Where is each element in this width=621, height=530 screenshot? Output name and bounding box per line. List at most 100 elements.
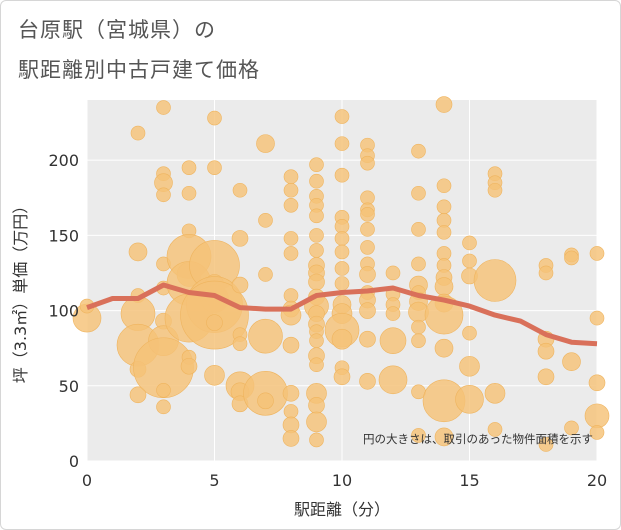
bubble-point xyxy=(248,318,283,354)
chart-title-line-1: 台原駅（宮城県）の xyxy=(18,18,216,42)
bubble-point xyxy=(564,250,579,266)
bubble-point xyxy=(283,231,299,246)
bubble-point xyxy=(360,155,375,171)
x-tick-label: 15 xyxy=(459,471,479,490)
bubble-point xyxy=(411,333,426,348)
bubble-point xyxy=(128,242,148,262)
bubble-point xyxy=(309,357,324,373)
bubble-point xyxy=(379,327,407,354)
bubble-point xyxy=(436,225,452,240)
y-tick-label: 100 xyxy=(48,302,79,321)
bubble-point xyxy=(562,352,581,372)
bubble-point xyxy=(411,256,426,272)
bubble-point xyxy=(564,420,579,436)
bubble-point xyxy=(283,288,299,303)
x-tick-label: 10 xyxy=(332,471,352,490)
x-tick-label: 20 xyxy=(587,471,607,490)
bubble-point xyxy=(484,383,506,404)
bubble-point xyxy=(455,385,484,414)
bubble-point xyxy=(334,109,350,124)
bubble-point xyxy=(156,399,171,415)
bubble-point xyxy=(334,244,350,260)
bubble-point xyxy=(309,243,324,258)
bubble-point xyxy=(156,383,171,398)
bubble-point xyxy=(256,134,275,153)
bubble-point xyxy=(424,295,464,335)
bubble-point xyxy=(359,330,376,348)
bubble-point xyxy=(282,430,300,447)
bubble-point xyxy=(282,336,300,354)
bubble-point xyxy=(411,143,426,159)
bubble-point xyxy=(283,246,299,261)
y-axis-label: 坪（3.3㎡）単価（万円） xyxy=(11,198,30,383)
bubble-point xyxy=(473,259,517,302)
bubble-point xyxy=(435,96,453,113)
bubble-point xyxy=(359,372,376,390)
bubble-point xyxy=(283,182,299,198)
bubble-point xyxy=(378,365,408,395)
bubble-point xyxy=(434,338,454,358)
bubble-point xyxy=(588,374,606,392)
bubble-point xyxy=(436,199,452,215)
bubble-point xyxy=(334,276,350,291)
bubble-point xyxy=(462,325,477,341)
bubble-point xyxy=(334,167,350,183)
bubble-point xyxy=(589,425,605,440)
bubble-point xyxy=(334,261,350,276)
bubble-point xyxy=(385,306,401,321)
x-tick-label: 0 xyxy=(82,471,92,490)
trend-line xyxy=(86,282,598,347)
bubble-point xyxy=(334,231,350,246)
x-tick-label: 5 xyxy=(209,471,219,490)
y-tick-label: 0 xyxy=(69,452,79,471)
bubble-point xyxy=(411,319,426,335)
bubble-point xyxy=(309,208,324,224)
bubble-point xyxy=(282,385,300,402)
bubble-point xyxy=(385,265,401,281)
bubble-point xyxy=(360,207,375,222)
bubble-point xyxy=(204,364,225,386)
bubble-point xyxy=(411,222,426,237)
bubble-point xyxy=(309,432,324,448)
bubble-point xyxy=(309,333,324,348)
bubble-point xyxy=(331,328,353,350)
bubble-point xyxy=(232,336,248,351)
bubble-point xyxy=(308,397,325,414)
bubble-point xyxy=(232,182,248,198)
bubble-point xyxy=(283,169,299,185)
bubble-point xyxy=(231,230,249,247)
bubble-point xyxy=(257,392,274,410)
y-tick-label: 200 xyxy=(48,151,79,170)
bubble-point xyxy=(180,357,198,375)
bubble-point xyxy=(360,240,375,255)
bubble-point xyxy=(206,314,223,331)
bubble-point xyxy=(359,302,376,319)
bubble-point xyxy=(258,213,273,228)
bubble-point xyxy=(231,276,249,294)
bubble-point xyxy=(411,428,426,443)
bubble-point xyxy=(434,427,454,447)
bubble-point xyxy=(130,125,146,141)
bubble-point xyxy=(309,173,324,189)
bubble-size-note: 円の大きさは、取引のあった物件面積を示す xyxy=(363,432,593,446)
bubble-point xyxy=(309,228,324,243)
bubble-point xyxy=(589,310,605,326)
bubble-point xyxy=(207,160,222,175)
chart-title-line-2: 駅距離別中古戸建て価格 xyxy=(18,58,260,82)
bubble-point xyxy=(411,185,426,201)
bubble-point xyxy=(334,136,350,151)
bubble-point xyxy=(589,246,605,261)
bubble-point xyxy=(462,253,477,269)
bubble-point xyxy=(359,266,376,283)
y-tick-label: 150 xyxy=(48,226,79,245)
bubble-point xyxy=(156,187,171,203)
bubble-point xyxy=(487,422,503,437)
bubble-point xyxy=(129,386,147,404)
bubble-point xyxy=(538,437,554,452)
bubble-point xyxy=(538,265,554,281)
bubble-point xyxy=(308,273,325,291)
bubble-point xyxy=(462,235,477,251)
bubble-point xyxy=(333,368,351,386)
